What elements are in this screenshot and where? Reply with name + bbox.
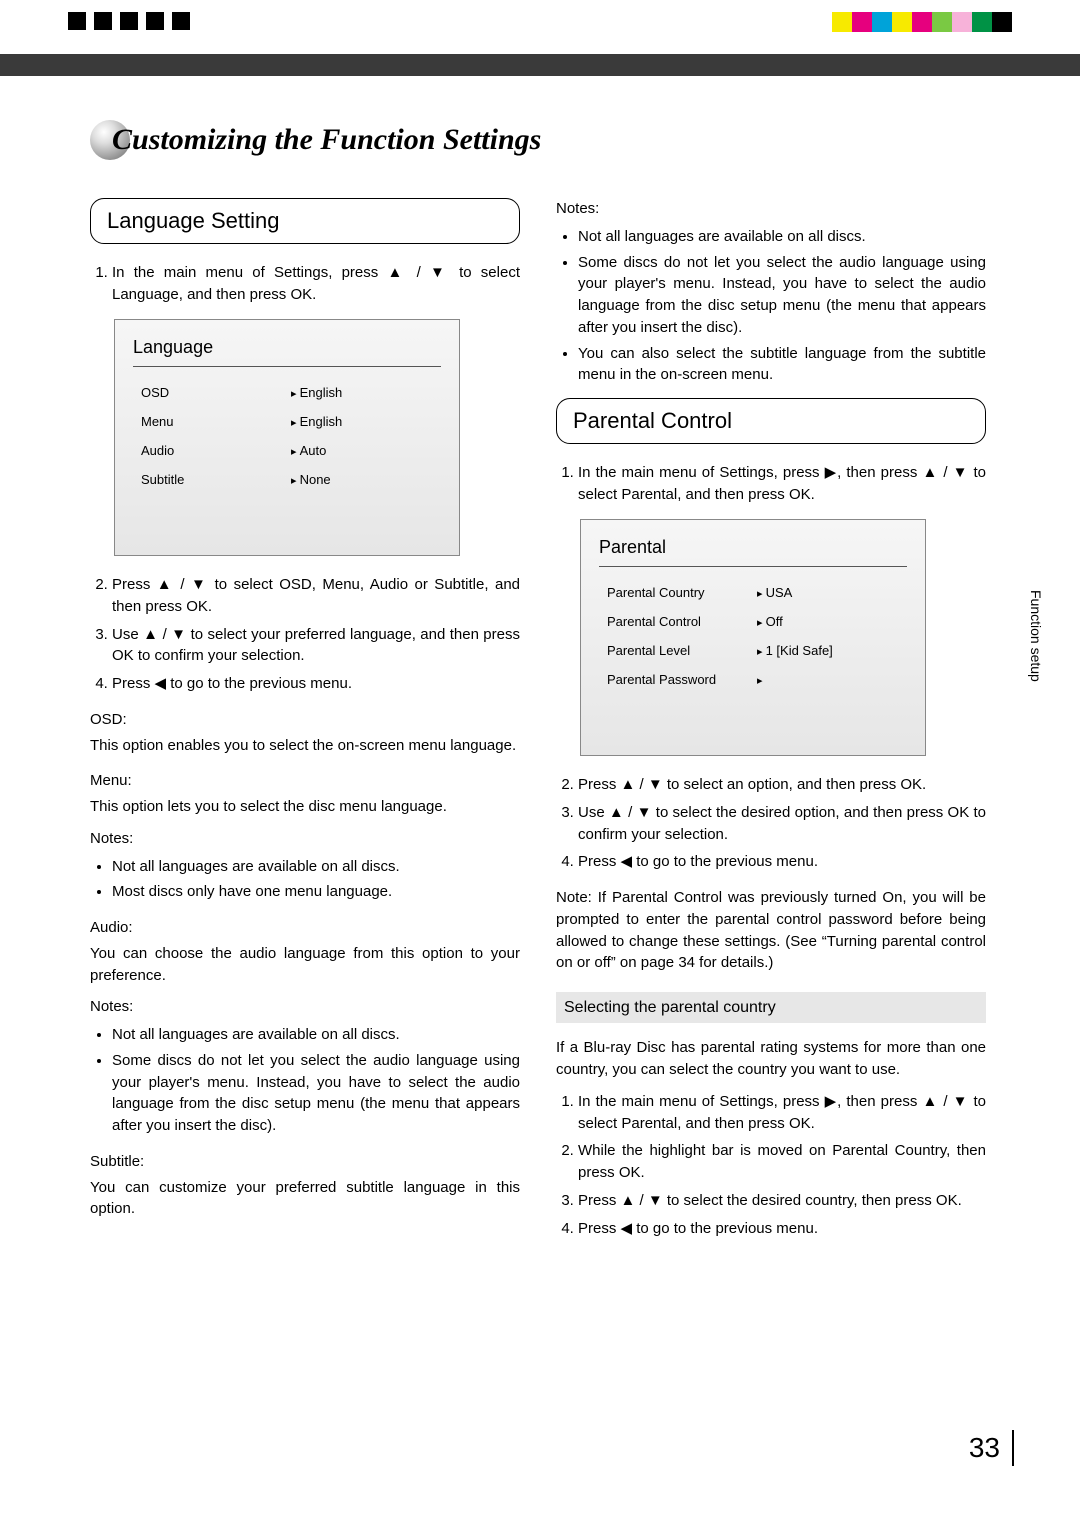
section-parental-control: Parental Control [556,398,986,444]
menu-row-label: Parental Password [607,671,757,690]
menu-para: This option lets you to select the disc … [90,796,520,818]
step: Press ▲ / ▼ to select an option, and the… [578,774,986,796]
menu-heading: Menu: [90,770,520,792]
subtitle-para: You can customize your preferred subtitl… [90,1177,520,1221]
menu-row: OSDEnglish [133,379,441,408]
menu-row-label: Parental Control [607,613,757,632]
menu-row: Parental Password [599,666,907,695]
reg-left [68,12,190,30]
menu-row-label: Subtitle [141,471,291,490]
menu-row-label: Parental Country [607,584,757,603]
registration-marks [0,12,1080,42]
list-item: Most discs only have one menu language. [112,881,520,903]
subsection-parental-country: Selecting the parental country [556,992,986,1023]
top-notes: Not all languages are available on all d… [556,226,986,386]
list-item: Not all languages are available on all d… [112,1024,520,1046]
reg-right [832,12,1012,32]
parental-menu-box: Parental Parental CountryUSAParental Con… [580,519,926,756]
menu-row: Parental CountryUSA [599,579,907,608]
osd-heading: OSD: [90,709,520,731]
section-language-setting: Language Setting [90,198,520,244]
audio-para: You can choose the audio language from t… [90,943,520,987]
notes-label: Notes: [556,198,986,220]
parental-steps-2: Press ▲ / ▼ to select an option, and the… [556,774,986,873]
menu-row: Parental Level1 [Kid Safe] [599,637,907,666]
step: In the main menu of Settings, press ▶, t… [578,1091,986,1135]
menu-row-value: USA [757,584,792,603]
list-item: Some discs do not let you select the aud… [578,252,986,339]
menu-row-label: OSD [141,384,291,403]
menu-row-label: Audio [141,442,291,461]
page-number: 33 [969,1432,1000,1464]
left-column: Language Setting In the main menu of Set… [90,198,520,1253]
page-content: Customizing the Function Settings Langua… [90,120,990,1253]
menu-row: SubtitleNone [133,466,441,495]
parental-steps-1: In the main menu of Settings, press ▶, t… [556,462,986,506]
right-column: Notes: Not all languages are available o… [556,198,986,1253]
side-tab: Function setup [1028,590,1044,682]
menu-row-value: English [291,384,342,403]
step: In the main menu of Settings, press ▶, t… [578,462,986,506]
menu-row: Parental ControlOff [599,608,907,637]
audio-heading: Audio: [90,917,520,939]
notes-label: Notes: [90,996,520,1018]
menu-row: MenuEnglish [133,408,441,437]
audio-notes: Not all languages are available on all d… [90,1024,520,1137]
country-steps: In the main menu of Settings, press ▶, t… [556,1091,986,1240]
notes-label: Notes: [90,828,520,850]
list-item: Some discs do not let you select the aud… [112,1050,520,1137]
menu-row-value: None [291,471,331,490]
menu-row-value: 1 [Kid Safe] [757,642,833,661]
step: While the highlight bar is moved on Pare… [578,1140,986,1184]
page-number-bar [1012,1430,1014,1466]
step: Use ▲ / ▼ to select the desired option, … [578,802,986,846]
step: Press ◀ to go to the previous menu. [578,1218,986,1240]
list-item: Not all languages are available on all d… [112,856,520,878]
menu-row-label: Menu [141,413,291,432]
menu-row-value [757,671,763,690]
menu-row-value: English [291,413,342,432]
sub-para: If a Blu-ray Disc has parental rating sy… [556,1037,986,1081]
step: In the main menu of Settings, press ▲ / … [112,262,520,306]
subtitle-heading: Subtitle: [90,1151,520,1173]
menu-row-label: Parental Level [607,642,757,661]
language-steps-1: In the main menu of Settings, press ▲ / … [90,262,520,306]
step: Press ◀ to go to the previous menu. [112,673,520,695]
title-row: Customizing the Function Settings [90,120,990,160]
list-item: Not all languages are available on all d… [578,226,986,248]
menu-title: Parental [599,534,907,567]
step: Press ▲ / ▼ to select the desired countr… [578,1190,986,1212]
header-bar [0,54,1080,76]
list-item: You can also select the subtitle languag… [578,343,986,387]
osd-para: This option enables you to select the on… [90,735,520,757]
page-title: Customizing the Function Settings [112,123,541,157]
menu-row-value: Off [757,613,783,632]
step: Press ◀ to go to the previous menu. [578,851,986,873]
menu-row: AudioAuto [133,437,441,466]
menu-notes: Not all languages are available on all d… [90,856,520,904]
step: Use ▲ / ▼ to select your preferred langu… [112,624,520,668]
menu-title: Language [133,334,441,367]
language-menu-box: Language OSDEnglishMenuEnglishAudioAutoS… [114,319,460,556]
language-steps-2: Press ▲ / ▼ to select OSD, Menu, Audio o… [90,574,520,695]
parental-note: Note: If Parental Control was previously… [556,887,986,974]
menu-row-value: Auto [291,442,326,461]
step: Press ▲ / ▼ to select OSD, Menu, Audio o… [112,574,520,618]
